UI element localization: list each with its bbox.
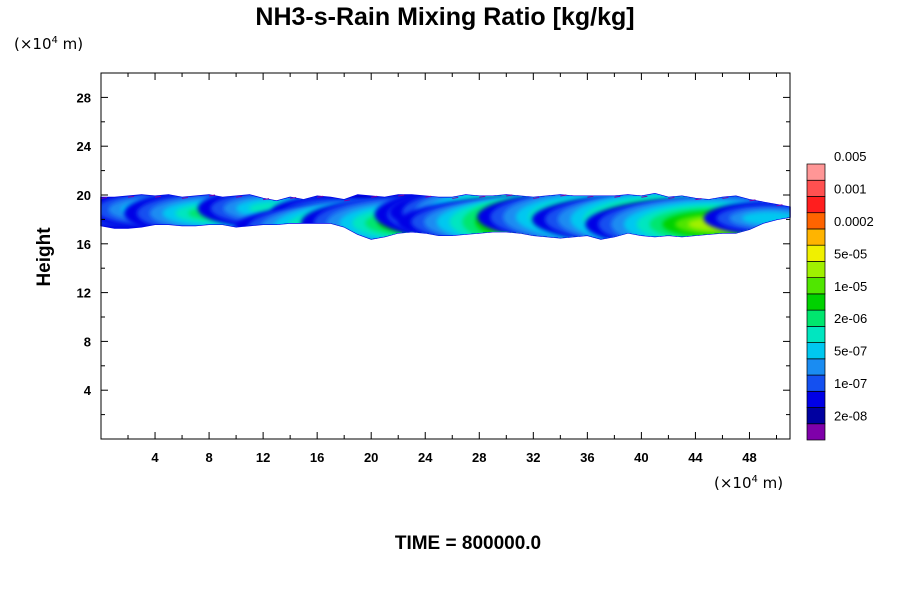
contour-speckle: [587, 195, 594, 198]
colorbar-segment: [806, 261, 826, 278]
y-unit-suffix: m): [58, 35, 83, 53]
x-tick-label: 12: [256, 450, 270, 465]
contour-speckle: [398, 194, 405, 197]
contour-speckle: [776, 204, 783, 207]
contour-field: [100, 193, 791, 240]
y-unit-exp: 4: [52, 35, 58, 46]
x-tick-label: 28: [472, 450, 486, 465]
contour-speckle: [154, 195, 162, 198]
y-tick-label: 24: [77, 139, 92, 154]
y-axis-unit: (×104 m): [14, 35, 83, 53]
contour-speckle: [452, 196, 459, 199]
colorbar-segment: [806, 277, 826, 295]
contour-speckle: [181, 196, 189, 199]
x-tick-label: 20: [364, 450, 378, 465]
colorbar-segment: [806, 358, 826, 376]
colorbar-segment: [806, 196, 826, 214]
colorbar-segment: [806, 423, 826, 441]
colorbar-segment: [806, 212, 826, 230]
x-unit-prefix: (×10: [714, 474, 752, 492]
contour-speckle: [641, 195, 648, 198]
x-tick-label: 48: [742, 450, 756, 465]
colorbar-segment: [806, 374, 826, 392]
contour-level-blob: [742, 211, 790, 225]
x-tick-label: 40: [634, 450, 648, 465]
colorbar-label: 0.001: [834, 181, 867, 196]
x-unit-exp: 4: [752, 474, 758, 485]
colorbar-segment: [806, 179, 826, 197]
contour-speckle: [290, 196, 297, 199]
contour-speckle: [614, 195, 621, 198]
colorbar-label: 2e-08: [834, 409, 867, 424]
y-tick-label: 16: [77, 237, 91, 252]
y-tick-label: 12: [77, 286, 91, 301]
colorbar-label: 0.005: [834, 149, 867, 164]
contour-speckle: [236, 195, 243, 198]
x-unit-suffix: m): [758, 474, 783, 492]
time-label: TIME = 800000.0: [395, 533, 541, 554]
contour-speckle: [344, 199, 351, 202]
colorbar: 2e-08 1e-07 5e-07 2e-06 1e-05 5e-05 0.0002 0.00…: [806, 149, 874, 441]
colorbar-segment: [806, 342, 826, 360]
colorbar-label: 5e-05: [834, 246, 867, 261]
y-axis-label: Height: [34, 227, 55, 287]
colorbar-segment: [806, 163, 826, 181]
contour-speckle: [371, 195, 378, 198]
colorbar-label: 2e-06: [834, 311, 867, 326]
x-tick-label: 24: [418, 450, 433, 465]
x-tick-label: 16: [310, 450, 324, 465]
contour-speckle: [317, 195, 324, 198]
x-axis-unit: (×104 m): [714, 474, 783, 492]
contour-speckle: [668, 196, 675, 199]
y-axis-ticks: 4 8 12 16 20 24 28: [77, 90, 790, 416]
contour-speckle: [722, 196, 729, 199]
y-tick-label: 28: [77, 90, 91, 105]
chart-title: NH3-s-Rain Mixing Ratio [kg/kg]: [255, 3, 634, 31]
x-tick-label: 36: [580, 450, 594, 465]
colorbar-segment: [806, 326, 826, 343]
y-tick-label: 20: [77, 188, 91, 203]
y-tick-label: 8: [84, 334, 91, 349]
x-tick-label: 8: [205, 450, 212, 465]
x-axis-ticks: 4 8 12 16 20 24 28 32 36 40 44 48: [127, 73, 777, 465]
contour-speckle: [100, 196, 108, 199]
contour-speckle: [127, 195, 135, 198]
colorbar-segment: [806, 407, 826, 425]
colorbar-segment: [806, 309, 826, 327]
x-tick-label: 4: [151, 450, 159, 465]
colorbar-label: 0.0002: [834, 214, 874, 229]
colorbar-label: 1e-07: [834, 376, 867, 391]
colorbar-segment: [806, 244, 826, 262]
contour-speckle: [263, 198, 270, 201]
contour-speckle: [533, 196, 540, 199]
colorbar-segment: [806, 293, 826, 311]
contour-speckle: [560, 194, 567, 197]
contour-speckle: [506, 194, 513, 197]
contour-speckle: [425, 195, 432, 198]
contour-speckle: [695, 198, 702, 201]
x-tick-label: 44: [688, 450, 703, 465]
colorbar-segment: [806, 228, 826, 246]
x-tick-label: 32: [526, 450, 540, 465]
y-unit-prefix: (×10: [14, 35, 52, 53]
contour-speckle: [208, 194, 216, 197]
y-tick-label: 4: [84, 383, 92, 398]
plot-frame: [100, 72, 791, 440]
colorbar-label: 1e-05: [834, 279, 867, 294]
contour-speckle: [749, 199, 756, 202]
colorbar-label: 5e-07: [834, 344, 867, 359]
contour-speckle: [479, 195, 486, 198]
colorbar-segment: [806, 390, 826, 408]
